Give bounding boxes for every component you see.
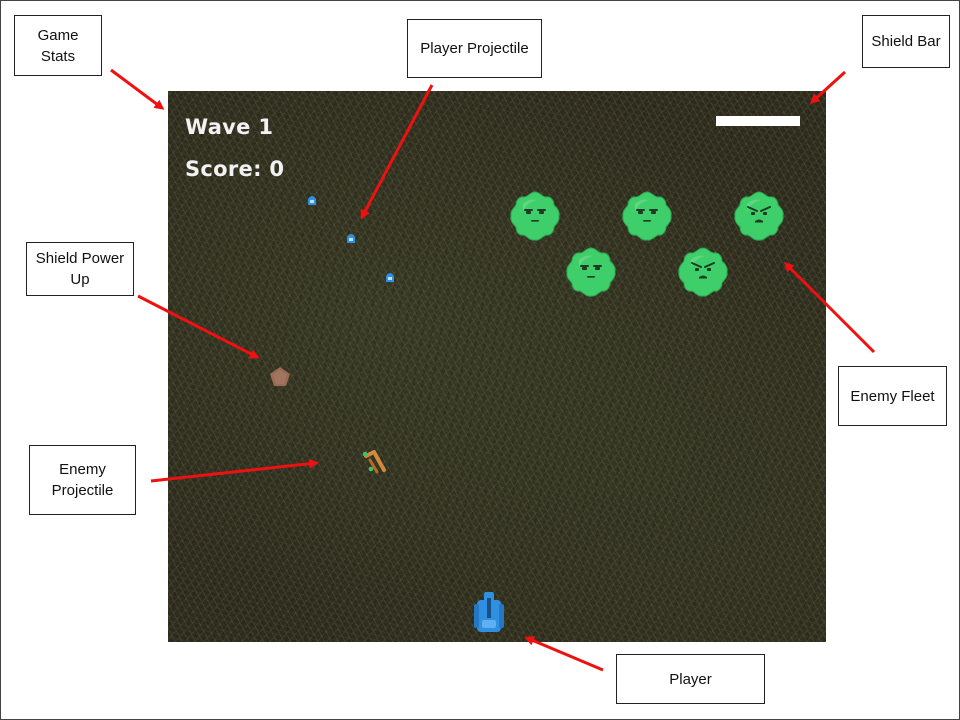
- enemy-blob-angry: [733, 190, 785, 242]
- enemy-blob: [565, 246, 617, 298]
- score-counter: Score: 0: [185, 157, 285, 181]
- annotation-player: Player: [616, 654, 765, 704]
- shield-powerup-icon: [270, 367, 290, 386]
- green-blob-enemy-icon: [734, 191, 784, 241]
- annotation-enemy-projectile: Enemy Projectile: [29, 445, 136, 515]
- enemy-projectile-icon: [362, 450, 386, 474]
- annotation-player-projectile: Player Projectile: [407, 19, 542, 78]
- shield-bar: [716, 116, 800, 126]
- enemy-blob: [509, 190, 561, 242]
- player-projectile-icon: [347, 234, 355, 243]
- game-canvas[interactable]: Wave 1 Score: 0: [168, 91, 826, 642]
- shield-bar-fill: [716, 116, 800, 126]
- annotation-enemy-fleet: Enemy Fleet: [838, 366, 947, 426]
- annotation-game-stats: Game Stats: [14, 15, 102, 76]
- annotation-shield-power-up: Shield Power Up: [26, 242, 134, 296]
- wave-counter: Wave 1: [185, 115, 274, 139]
- green-blob-enemy-icon: [622, 191, 672, 241]
- green-blob-enemy-icon: [678, 247, 728, 297]
- player-tank-icon: [474, 592, 504, 632]
- green-blob-enemy-icon: [510, 191, 560, 241]
- player-projectile-icon: [386, 273, 394, 282]
- annotation-shield-bar: Shield Bar: [862, 15, 950, 68]
- player-projectile-icon: [308, 196, 316, 205]
- enemy-blob: [621, 190, 673, 242]
- green-blob-enemy-icon: [566, 247, 616, 297]
- enemy-blob-angry: [677, 246, 729, 298]
